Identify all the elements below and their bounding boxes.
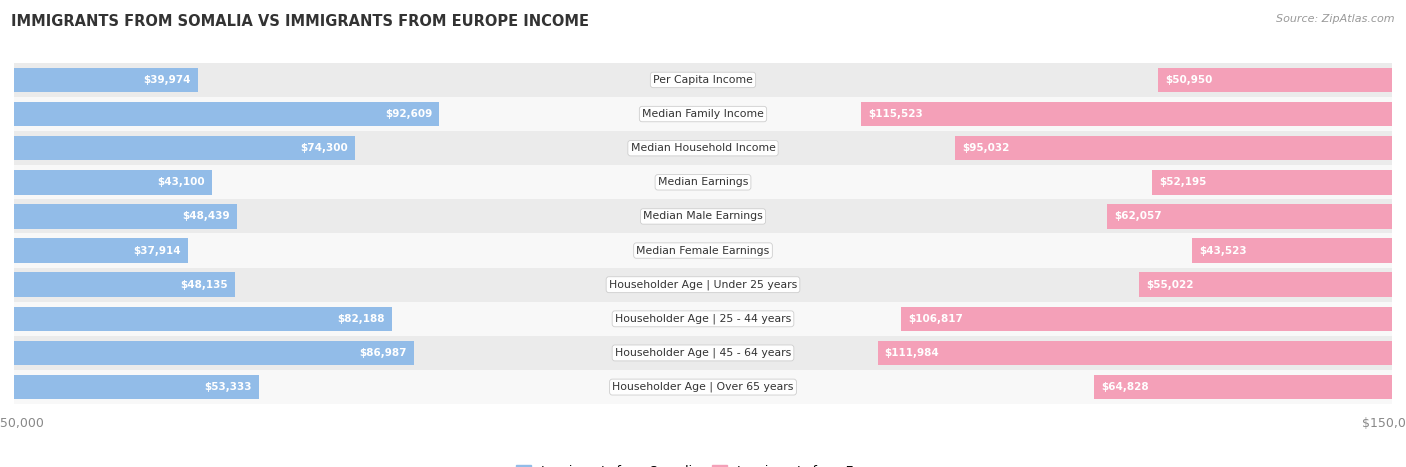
- Text: $37,914: $37,914: [134, 246, 181, 255]
- Bar: [1107, 204, 1392, 229]
- Bar: [14, 97, 1392, 131]
- Text: $52,195: $52,195: [1159, 177, 1206, 187]
- Bar: [1192, 238, 1392, 263]
- Text: Householder Age | 45 - 64 years: Householder Age | 45 - 64 years: [614, 348, 792, 358]
- Bar: [14, 165, 1392, 199]
- Bar: [14, 63, 1392, 97]
- Bar: [14, 268, 1392, 302]
- Bar: [14, 302, 1392, 336]
- Text: $82,188: $82,188: [337, 314, 385, 324]
- Bar: [14, 234, 1392, 268]
- Bar: [1139, 272, 1392, 297]
- Text: $55,022: $55,022: [1146, 280, 1194, 290]
- Bar: [1159, 68, 1392, 92]
- Text: $48,135: $48,135: [180, 280, 228, 290]
- Text: Householder Age | Under 25 years: Householder Age | Under 25 years: [609, 279, 797, 290]
- Text: Median Family Income: Median Family Income: [643, 109, 763, 119]
- Bar: [14, 204, 236, 229]
- Text: Median Female Earnings: Median Female Earnings: [637, 246, 769, 255]
- Bar: [14, 131, 1392, 165]
- Text: $43,523: $43,523: [1199, 246, 1247, 255]
- Bar: [14, 370, 1392, 404]
- Text: $95,032: $95,032: [962, 143, 1010, 153]
- Bar: [14, 199, 1392, 234]
- Bar: [14, 68, 198, 92]
- Text: Householder Age | 25 - 44 years: Householder Age | 25 - 44 years: [614, 313, 792, 324]
- Bar: [14, 375, 259, 399]
- Bar: [14, 136, 356, 161]
- Text: Householder Age | Over 65 years: Householder Age | Over 65 years: [612, 382, 794, 392]
- Text: $48,439: $48,439: [181, 212, 229, 221]
- Text: $111,984: $111,984: [884, 348, 939, 358]
- Text: $115,523: $115,523: [869, 109, 922, 119]
- Text: $86,987: $86,987: [359, 348, 406, 358]
- Text: $74,300: $74,300: [301, 143, 349, 153]
- Text: IMMIGRANTS FROM SOMALIA VS IMMIGRANTS FROM EUROPE INCOME: IMMIGRANTS FROM SOMALIA VS IMMIGRANTS FR…: [11, 14, 589, 29]
- Bar: [14, 102, 440, 127]
- Text: $64,828: $64,828: [1101, 382, 1149, 392]
- Bar: [14, 238, 188, 263]
- Bar: [901, 306, 1392, 331]
- Bar: [14, 340, 413, 365]
- Text: $39,974: $39,974: [143, 75, 191, 85]
- Bar: [877, 340, 1392, 365]
- Text: Median Male Earnings: Median Male Earnings: [643, 212, 763, 221]
- Text: $50,950: $50,950: [1164, 75, 1212, 85]
- Text: $62,057: $62,057: [1114, 212, 1161, 221]
- Text: $106,817: $106,817: [908, 314, 963, 324]
- Bar: [14, 336, 1392, 370]
- Text: Per Capita Income: Per Capita Income: [652, 75, 754, 85]
- Text: Median Household Income: Median Household Income: [630, 143, 776, 153]
- Bar: [14, 306, 391, 331]
- Text: $43,100: $43,100: [157, 177, 205, 187]
- Bar: [1094, 375, 1392, 399]
- Bar: [14, 170, 212, 195]
- Bar: [14, 272, 235, 297]
- Text: Source: ZipAtlas.com: Source: ZipAtlas.com: [1277, 14, 1395, 24]
- Text: $92,609: $92,609: [385, 109, 433, 119]
- Text: $53,333: $53,333: [205, 382, 252, 392]
- Text: Median Earnings: Median Earnings: [658, 177, 748, 187]
- Bar: [1152, 170, 1392, 195]
- Bar: [956, 136, 1392, 161]
- Bar: [862, 102, 1392, 127]
- Legend: Immigrants from Somalia, Immigrants from Europe: Immigrants from Somalia, Immigrants from…: [510, 460, 896, 467]
